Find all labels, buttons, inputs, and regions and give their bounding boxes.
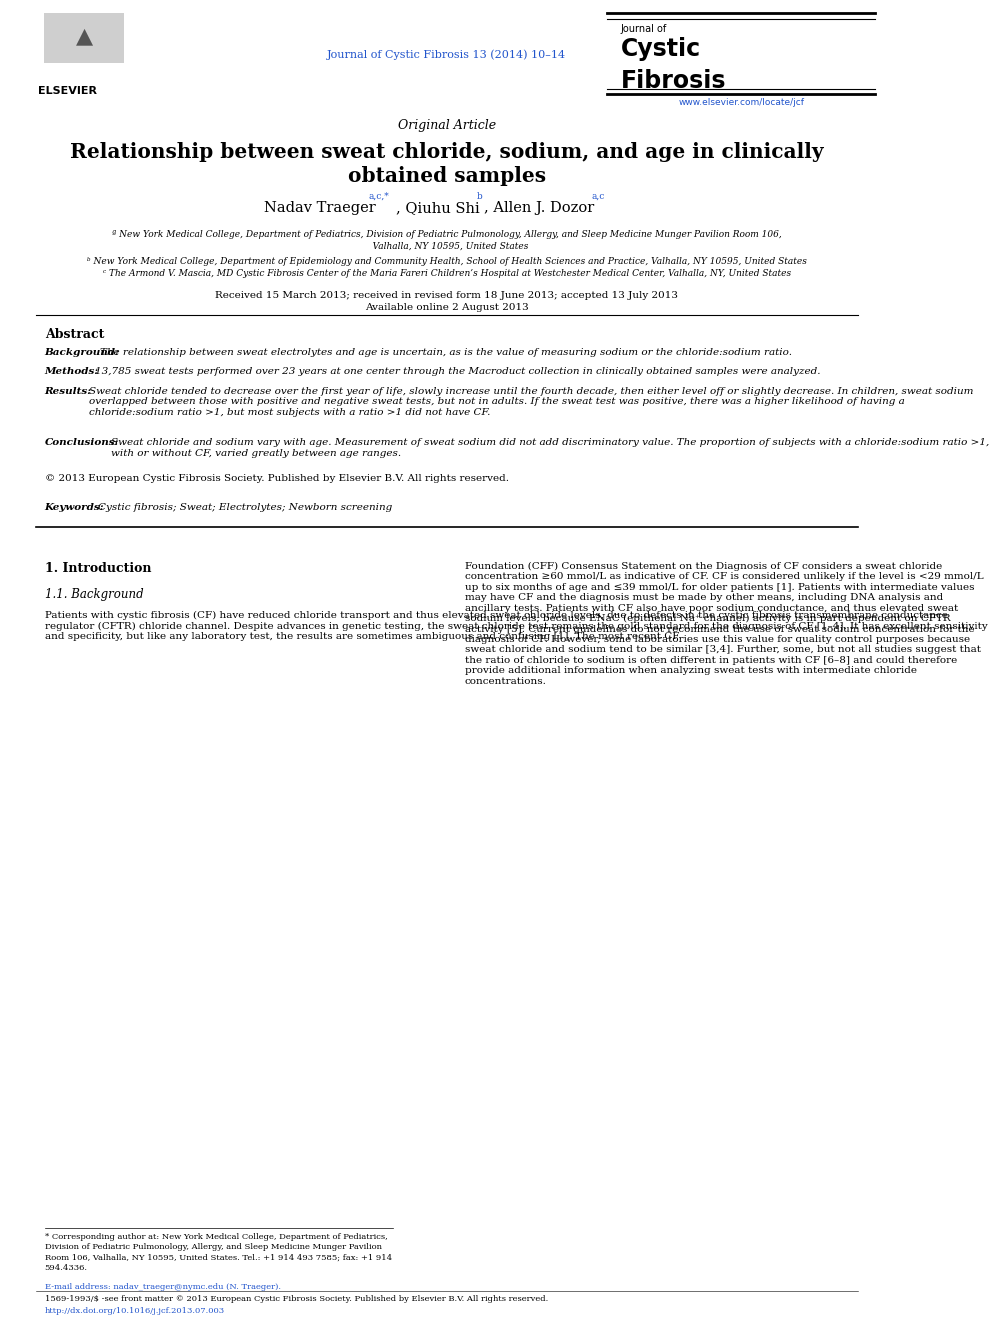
Text: 1.1. Background: 1.1. Background <box>45 589 143 602</box>
Text: * Corresponding author at: New York Medical College, Department of Pediatrics,
D: * Corresponding author at: New York Medi… <box>45 1233 392 1273</box>
Text: ª New York Medical College, Department of Pediatrics, Division of Pediatric Pulm: ª New York Medical College, Department o… <box>112 230 782 251</box>
Text: Conclusions:: Conclusions: <box>45 438 119 447</box>
Text: Abstract: Abstract <box>45 328 104 341</box>
Text: www.elsevier.com/locate/jcf: www.elsevier.com/locate/jcf <box>679 98 805 107</box>
Text: 13,785 sweat tests performed over 23 years at one center through the Macroduct c: 13,785 sweat tests performed over 23 yea… <box>94 368 820 377</box>
Text: ᶜ The Armond V. Mascia, MD Cystic Fibrosis Center of the Maria Fareri Children’s: ᶜ The Armond V. Mascia, MD Cystic Fibros… <box>102 269 791 278</box>
Text: Results:: Results: <box>45 388 92 396</box>
Text: The relationship between sweat electrolytes and age is uncertain, as is the valu: The relationship between sweat electroly… <box>100 348 792 357</box>
Text: E-mail address: nadav_traeger@nymc.edu (N. Traeger).: E-mail address: nadav_traeger@nymc.edu (… <box>45 1283 281 1291</box>
Text: Available online 2 August 2013: Available online 2 August 2013 <box>365 303 529 312</box>
Text: Cystic fibrosis; Sweat; Electrolytes; Newborn screening: Cystic fibrosis; Sweat; Electrolytes; Ne… <box>98 503 393 512</box>
Text: http://dx.doi.org/10.1016/j.jcf.2013.07.003: http://dx.doi.org/10.1016/j.jcf.2013.07.… <box>45 1307 225 1315</box>
Text: Fibrosis: Fibrosis <box>621 69 726 93</box>
Text: a,c: a,c <box>591 192 605 201</box>
Text: , Qiuhu Shi: , Qiuhu Shi <box>396 201 479 216</box>
Text: Nadav Traeger: Nadav Traeger <box>264 201 375 216</box>
Text: Journal of: Journal of <box>621 24 668 34</box>
Text: a,c,*: a,c,* <box>369 192 390 201</box>
Text: ELSEVIER: ELSEVIER <box>38 86 96 97</box>
Text: © 2013 European Cystic Fibrosis Society. Published by Elsevier B.V. All rights r: © 2013 European Cystic Fibrosis Society.… <box>45 475 509 483</box>
Text: Journal of Cystic Fibrosis 13 (2014) 10–14: Journal of Cystic Fibrosis 13 (2014) 10–… <box>327 49 566 60</box>
Text: 1569-1993/$ -see front matter © 2013 European Cystic Fibrosis Society. Published: 1569-1993/$ -see front matter © 2013 Eur… <box>45 1295 548 1303</box>
Text: Keywords:: Keywords: <box>45 503 104 512</box>
Bar <box>44 13 125 64</box>
Text: Sweat chloride and sodium vary with age. Measurement of sweat sodium did not add: Sweat chloride and sodium vary with age.… <box>111 438 989 458</box>
Text: b: b <box>477 192 483 201</box>
Text: ᵇ New York Medical College, Department of Epidemiology and Community Health, Sch: ᵇ New York Medical College, Department o… <box>86 257 806 266</box>
Text: Received 15 March 2013; received in revised form 18 June 2013; accepted 13 July : Received 15 March 2013; received in revi… <box>215 291 679 300</box>
Text: Cystic: Cystic <box>621 37 701 61</box>
Text: 1. Introduction: 1. Introduction <box>45 562 151 576</box>
Text: ▲: ▲ <box>75 26 93 46</box>
Text: Relationship between sweat chloride, sodium, and age in clinically
obtained samp: Relationship between sweat chloride, sod… <box>69 142 823 187</box>
Text: Original Article: Original Article <box>398 119 496 132</box>
Text: Patients with cystic fibrosis (CF) have reduced chloride transport and thus elev: Patients with cystic fibrosis (CF) have … <box>45 611 987 640</box>
Text: , Allen J. Dozor: , Allen J. Dozor <box>484 201 594 216</box>
Text: Foundation (CFF) Consensus Statement on the Diagnosis of CF considers a sweat ch: Foundation (CFF) Consensus Statement on … <box>464 562 983 685</box>
Text: Background:: Background: <box>45 348 120 357</box>
Text: Methods:: Methods: <box>45 368 99 377</box>
Text: Sweat chloride tended to decrease over the first year of life, slowly increase u: Sweat chloride tended to decrease over t… <box>89 388 974 417</box>
